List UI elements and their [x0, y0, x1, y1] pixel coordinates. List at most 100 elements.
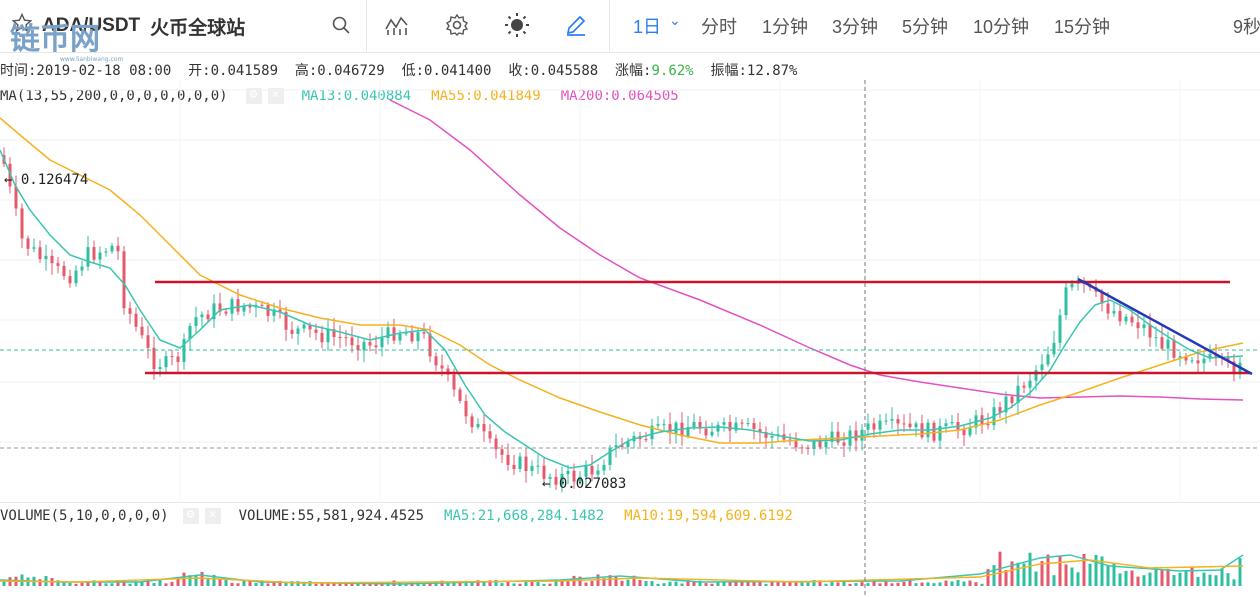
candle-body [752, 423, 756, 430]
candle-body [734, 422, 738, 431]
candle-body [470, 416, 474, 428]
timeframe-10m[interactable]: 10分钟 [973, 17, 1030, 37]
volume-ma10: MA10:19,594,609.6192 [624, 508, 793, 524]
candle-body [1166, 339, 1170, 349]
candle-body [182, 339, 186, 362]
candle-body [590, 465, 594, 475]
candle-body [20, 208, 24, 239]
candle-body [386, 327, 390, 338]
candle-body [1136, 322, 1140, 329]
candle-body [1154, 337, 1158, 339]
volume-bar [128, 583, 132, 586]
volume-bar [482, 581, 486, 586]
volume-bar [1058, 556, 1062, 586]
candle-body [554, 476, 558, 485]
candle-body [650, 425, 654, 440]
volume-bar [590, 580, 594, 586]
low-label: 低:0.041400 [401, 63, 492, 79]
ma-close-icon[interactable]: ✕ [267, 87, 284, 104]
volume-bar [1148, 572, 1152, 586]
volume-settings-icon[interactable]: ⚙ [182, 507, 199, 524]
timeframe-1m[interactable]: 1分钟 [762, 17, 809, 37]
volume-bar [512, 583, 516, 586]
candle-body [332, 329, 336, 337]
volume-bar [722, 581, 726, 586]
candle-body [794, 441, 798, 448]
candle-body [662, 424, 666, 426]
volume-close-icon[interactable]: ✕ [204, 507, 221, 524]
volume-bar [146, 580, 150, 586]
candle-body [1130, 316, 1134, 323]
volume-bar [38, 579, 42, 586]
candle-body [1160, 337, 1164, 349]
search-icon[interactable] [326, 10, 356, 40]
candle-body [212, 303, 216, 320]
candle-body [410, 332, 414, 342]
volume-bar [1232, 579, 1236, 586]
volume-bar [1184, 570, 1188, 586]
indicators-icon[interactable] [382, 10, 412, 40]
candle-body [128, 308, 132, 314]
candle-body [902, 423, 906, 425]
theme-sun-icon[interactable] [502, 10, 532, 40]
volume-ma10-line [0, 559, 1244, 584]
timeframe-5m[interactable]: 5分钟 [902, 17, 949, 37]
volume-bar [818, 580, 822, 586]
volume-bar [674, 581, 678, 586]
volume-bar [578, 576, 582, 586]
candle-body [866, 423, 870, 430]
candle-body [278, 309, 282, 313]
volume-bar [98, 581, 102, 586]
candle-body [578, 476, 582, 482]
volume-bar [1034, 571, 1038, 586]
candle-body [584, 465, 588, 477]
volume-bar [332, 583, 336, 586]
candle-body [740, 422, 744, 424]
candle-body [50, 255, 54, 264]
timeframe-3m[interactable]: 3分钟 [832, 17, 879, 37]
volume-divider [0, 502, 1260, 503]
candle-body [122, 251, 126, 309]
ma200-line [389, 99, 1244, 401]
volume-bar [764, 583, 768, 586]
volume-bar [1010, 561, 1014, 586]
chevron-down-icon[interactable]: ⌄ [669, 12, 681, 28]
timeframe-more[interactable]: 9秒 [1233, 17, 1260, 37]
candle-body [380, 337, 384, 348]
ma13-line [0, 149, 1244, 469]
candle-body [1100, 291, 1104, 304]
candle-body [140, 326, 144, 336]
timeframe-tick[interactable]: 分时 [701, 17, 737, 37]
volume-bar [62, 581, 66, 586]
ma-settings-icon[interactable]: ⚙ [245, 87, 262, 104]
volume-bar [530, 581, 534, 586]
volume-bar [566, 581, 570, 586]
volume-bar [656, 583, 660, 586]
watermark-logo: 链币网 www.lianbiwang.com [10, 22, 123, 63]
candle-body [608, 447, 612, 465]
volume-bar [1130, 570, 1134, 586]
ma-legend: MA(13,55,200,0,0,0,0,0,0,0) ⚙ ✕ MA13:0.0… [0, 87, 679, 104]
candle-body [32, 247, 36, 249]
timeframe-15m[interactable]: 15分钟 [1054, 17, 1111, 37]
change-label: 涨幅:9.62% [615, 63, 694, 79]
candle-body [1226, 357, 1230, 362]
volume-bar [650, 581, 654, 586]
volume-bar [1118, 573, 1122, 586]
volume-bar [182, 572, 186, 586]
volume-bar [206, 578, 210, 586]
volume-bar [290, 581, 294, 586]
volume-bar [488, 580, 492, 586]
volume-bar [452, 581, 456, 586]
volume-bar [914, 583, 918, 586]
settings-gear-icon[interactable] [442, 10, 472, 40]
candle-body [404, 332, 408, 334]
draw-pencil-icon[interactable] [561, 10, 591, 40]
timeframe-1d[interactable]: 1日 [633, 17, 662, 37]
candle-body [452, 374, 456, 390]
favorite-star-icon[interactable] [11, 12, 33, 39]
candle-body [1016, 385, 1020, 404]
candle-body [74, 270, 78, 284]
candle-body [674, 422, 678, 434]
